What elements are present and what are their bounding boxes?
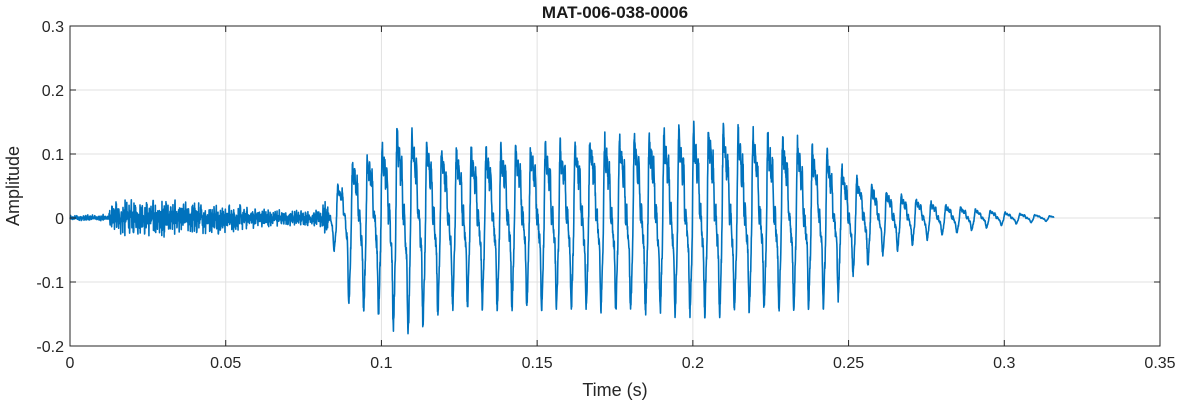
y-tick-label: 0.2 — [42, 83, 64, 100]
y-tick-label: 0.3 — [42, 19, 64, 36]
chart-title: MAT-006-038-0006 — [542, 3, 688, 22]
x-tick-label: 0.15 — [522, 355, 553, 372]
x-tick-label: 0.05 — [210, 355, 241, 372]
x-tick-label: 0.25 — [833, 355, 864, 372]
axis-ticks: 0 0.05 0.1 0.15 0.2 0.25 0.3 0.35 -0.2 -0.1 0 0.1 0.… — [36, 19, 1175, 372]
x-axis-label: Time (s) — [582, 380, 647, 400]
y-tick-label: -0.2 — [36, 339, 64, 356]
x-tick-label: 0.1 — [370, 355, 392, 372]
x-tick-label: 0 — [66, 355, 75, 372]
y-axis-label: Amplitude — [3, 146, 23, 226]
x-tick-label: 0.3 — [993, 355, 1015, 372]
signal-line — [69, 120, 1055, 335]
x-tick-label: 0.2 — [682, 355, 704, 372]
plot-frame — [69, 25, 1161, 347]
y-tick-label: 0 — [55, 211, 64, 228]
signal-series — [69, 120, 1055, 335]
y-tick-label: 0.1 — [42, 147, 64, 164]
x-tick-label: 0.35 — [1144, 355, 1175, 372]
y-tick-label: -0.1 — [36, 275, 64, 292]
